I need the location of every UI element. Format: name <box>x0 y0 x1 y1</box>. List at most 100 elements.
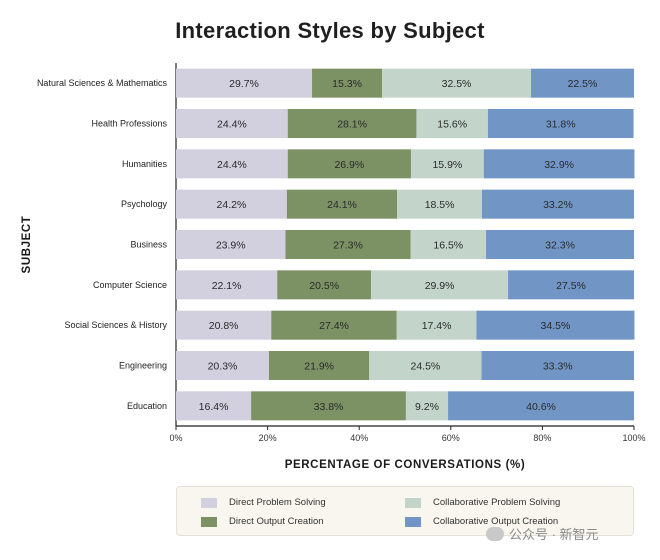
bar-segment <box>416 109 488 138</box>
bar-segment <box>176 310 272 340</box>
chart-legend: Direct Problem Solving Collaborative Pro… <box>176 486 634 536</box>
bar-segment <box>486 230 634 259</box>
bar-value-label: 16.5% <box>433 240 463 252</box>
bar-value-label: 15.9% <box>432 159 462 171</box>
bar-segment <box>369 351 482 380</box>
bar-value-label: 27.5% <box>556 280 586 292</box>
bar-value-label: 33.2% <box>543 199 573 211</box>
bar-segment <box>176 189 287 219</box>
x-tick-label: 20% <box>259 433 277 443</box>
x-tick-label: 80% <box>533 433 551 443</box>
bar-value-label: 20.8% <box>209 320 239 332</box>
bar-segment <box>176 109 288 138</box>
bar-segment <box>382 68 531 98</box>
x-axis-title: PERCENTAGE OF CONVERSATIONS (%) <box>285 459 526 471</box>
bar-value-label: 32.3% <box>545 240 575 252</box>
x-tick-label: 40% <box>350 433 368 443</box>
bar-value-label: 24.4% <box>217 119 247 131</box>
bar-value-label: 27.4% <box>319 320 349 332</box>
x-tick-label: 60% <box>442 433 460 443</box>
bar-value-label: 9.2% <box>415 401 439 413</box>
bar-segment <box>285 230 411 259</box>
y-tick-label: Education <box>127 401 167 411</box>
y-tick-label: Health Professions <box>91 119 167 129</box>
bar-value-label: 33.3% <box>543 361 573 373</box>
bar-segment <box>476 310 635 340</box>
y-tick-label: Computer Science <box>93 280 167 290</box>
bar-segment <box>277 270 372 300</box>
bar-segment <box>448 391 634 421</box>
bar-value-label: 26.9% <box>334 159 364 171</box>
bar-value-label: 21.9% <box>304 361 334 373</box>
bar-segment <box>176 391 252 421</box>
bar-segment <box>287 149 411 179</box>
y-axis-title: SUBJECT <box>21 216 33 274</box>
bar-segment <box>530 68 634 98</box>
bar-value-label: 24.4% <box>217 159 247 171</box>
bar-value-label: 31.8% <box>546 119 576 131</box>
bar-value-label: 15.3% <box>332 78 362 90</box>
bar-value-label: 20.3% <box>208 361 238 373</box>
bar-segment <box>287 109 417 138</box>
bar-value-label: 18.5% <box>425 199 455 211</box>
bar-value-label: 24.2% <box>217 199 247 211</box>
legend-label: Collaborative Output Creation <box>433 516 559 527</box>
legend-swatch <box>405 516 421 527</box>
legend-swatch <box>201 516 217 527</box>
y-tick-label: Humanities <box>122 159 168 169</box>
legend-swatch <box>405 497 421 508</box>
legend-item-collaborative-problem-solving: Collaborative Problem Solving <box>405 497 560 508</box>
bar-value-label: 27.3% <box>333 240 363 252</box>
bar-segment <box>396 310 477 340</box>
legend-swatch <box>201 497 217 508</box>
bar-segment <box>481 351 634 380</box>
legend-label: Collaborative Problem Solving <box>433 497 561 508</box>
legend-item-collaborative-output-creation: Collaborative Output Creation <box>405 516 558 527</box>
bar-segment <box>405 391 449 421</box>
bar-value-label: 29.7% <box>229 78 259 90</box>
bar-value-label: 33.8% <box>314 401 344 413</box>
legend-label: Direct Output Creation <box>229 516 324 527</box>
bar-value-label: 20.5% <box>309 280 339 292</box>
bar-segment <box>410 230 487 259</box>
legend-item-direct-output-creation: Direct Output Creation <box>201 516 324 527</box>
y-tick-label: Social Sciences & History <box>64 320 167 330</box>
legend-label: Direct Problem Solving <box>229 497 326 508</box>
bar-segment <box>251 391 406 421</box>
bar-segment <box>483 149 635 179</box>
bar-segment <box>481 189 634 219</box>
bar-segment <box>508 270 634 300</box>
bar-segment <box>268 351 370 380</box>
bar-value-label: 15.6% <box>437 119 467 131</box>
bar-segment <box>176 270 278 300</box>
y-tick-label: Business <box>130 240 167 250</box>
bar-value-label: 22.1% <box>212 280 242 292</box>
bar-value-label: 22.5% <box>568 78 598 90</box>
bar-segment <box>371 270 509 300</box>
bar-value-label: 34.5% <box>541 320 571 332</box>
bar-value-label: 24.1% <box>327 199 357 211</box>
legend-item-direct-problem-solving: Direct Problem Solving <box>201 497 326 508</box>
bar-segment <box>176 351 269 380</box>
bar-segment <box>487 109 634 138</box>
bar-segment <box>410 149 484 179</box>
bar-segment <box>397 189 482 219</box>
bar-value-label: 32.5% <box>442 78 472 90</box>
bar-value-label: 28.1% <box>337 119 367 131</box>
stacked-bar-chart: Natural Sciences & Mathematics 29.7% 15.3%… <box>21 63 646 471</box>
bar-segment <box>176 149 288 179</box>
watermark: 公众号 · 新智元 <box>486 524 599 543</box>
bar-segment <box>271 310 397 340</box>
chart-title: Interaction Styles by Subject <box>175 18 485 43</box>
bar-segment <box>176 230 286 259</box>
bar-segment <box>286 189 398 219</box>
y-tick-label: Engineering <box>119 361 167 371</box>
bar-segment <box>312 68 383 98</box>
bar-value-label: 17.4% <box>422 320 452 332</box>
y-tick-label: Natural Sciences & Mathematics <box>37 78 168 88</box>
y-tick-label: Psychology <box>121 199 168 209</box>
bar-value-label: 29.9% <box>425 280 455 292</box>
watermark-text: 公众号 · 新智元 <box>509 527 599 542</box>
x-tick-label: 0% <box>169 433 182 443</box>
bar-value-label: 23.9% <box>216 240 246 252</box>
